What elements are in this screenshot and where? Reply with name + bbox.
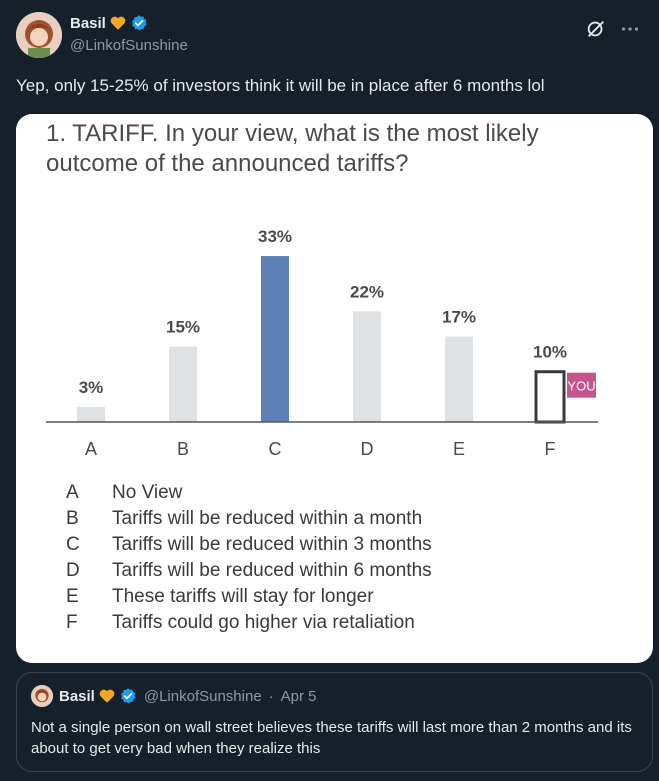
legend-text-e: These tariffs will stay for longer (112, 586, 374, 607)
quoted-avatar (31, 685, 53, 707)
chart-title-line-1: 1. TARIFF. In your view, what is the mos… (46, 120, 539, 147)
value-label-c: 33% (258, 227, 292, 246)
bar-a (77, 406, 105, 422)
grok-icon[interactable] (585, 18, 607, 40)
x-tick-label-b: B (177, 439, 189, 459)
legend-key-a: A (66, 482, 79, 503)
legend-text-a: No View (112, 482, 183, 503)
legend-key-d: D (66, 560, 80, 581)
display-name[interactable]: Basil (70, 14, 106, 32)
avatar[interactable] (16, 12, 62, 58)
survey-bar-chart: 1. TARIFF. In your view, what is the mos… (46, 120, 598, 633)
quoted-text: Not a single person on wall street belie… (31, 719, 632, 757)
x-tick-label-e: E (453, 439, 465, 459)
you-marker (567, 372, 596, 398)
you-marker-label: YOU (567, 379, 595, 394)
legend-key-f: F (66, 612, 78, 633)
orange-heart-icon (99, 689, 115, 703)
x-tick-label-d: D (361, 439, 374, 459)
media-attachment[interactable]: 1. TARIFF. In your view, what is the mos… (16, 114, 653, 663)
quoted-avatar-image (31, 685, 53, 707)
bar-d (353, 311, 381, 422)
bar-f (534, 370, 566, 424)
bar-c (261, 256, 289, 422)
x-tick-label-c: C (269, 439, 282, 459)
bar-b (169, 346, 197, 422)
legend-text-f: Tariffs could go higher via retaliation (112, 612, 415, 633)
bar-e (445, 336, 473, 422)
handle[interactable]: @LinkofSunshine (70, 37, 188, 54)
quoted-display-name: Basil (59, 687, 95, 705)
value-label-d: 22% (350, 282, 384, 301)
x-tick-label-f: F (545, 439, 556, 459)
legend-key-c: C (66, 534, 80, 555)
legend-key-b: B (66, 508, 79, 529)
value-label-a: 3% (79, 378, 104, 397)
legend-key-e: E (66, 586, 79, 607)
value-label-b: 15% (166, 318, 200, 337)
post-text: Yep, only 15-25% of investors think it w… (16, 76, 545, 95)
value-label-e: 17% (442, 308, 476, 327)
legend-text-c: Tariffs will be reduced within 3 months (112, 534, 432, 555)
quoted-date: Apr 5 (280, 687, 317, 705)
orange-heart-icon (110, 16, 126, 30)
more-options-icon[interactable] (619, 18, 641, 40)
verified-badge-icon[interactable] (130, 14, 148, 32)
separator-dot: · (268, 687, 274, 705)
value-label-f: 10% (533, 343, 567, 362)
chart-title-line-2: outcome of the announced tariffs? (46, 150, 408, 177)
x-tick-label-a: A (85, 439, 97, 459)
legend-text-b: Tariffs will be reduced within a month (112, 508, 422, 529)
quoted-handle: @LinkofSunshine (143, 687, 262, 705)
legend-text-d: Tariffs will be reduced within 6 months (112, 560, 432, 581)
quoted-post[interactable]: Basil @LinkofSunshine · Apr 5 Not a sing… (16, 672, 653, 772)
avatar-image (16, 12, 62, 58)
verified-badge-icon (120, 688, 136, 704)
post-header: Basil @LinkofSunshine (16, 12, 643, 60)
